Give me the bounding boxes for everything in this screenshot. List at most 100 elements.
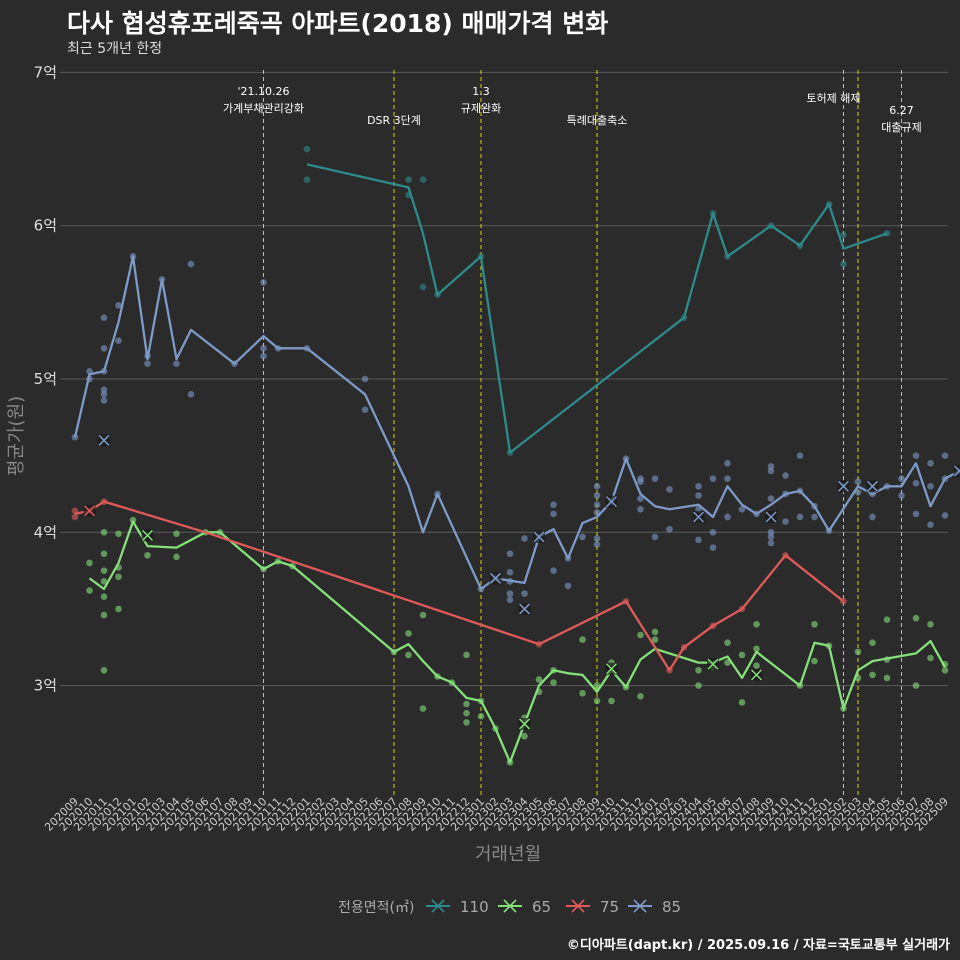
data-point-85 — [260, 345, 267, 352]
data-point-85 — [912, 510, 920, 518]
data-point-85 — [709, 529, 717, 536]
data-point-65 — [941, 666, 949, 674]
x-axis-ticks: 2020092020102020112020122021012021022021… — [42, 795, 951, 834]
data-point-110 — [419, 176, 427, 184]
data-point-85 — [637, 478, 644, 486]
data-point-65 — [651, 628, 659, 636]
data-point-85 — [854, 478, 862, 486]
data-point-85 — [695, 483, 702, 490]
data-point-65 — [724, 639, 731, 646]
data-point-65 — [695, 682, 702, 689]
data-point-85 — [927, 460, 934, 467]
legend-title: 전용면적(㎡) — [338, 900, 414, 916]
data-point-110 — [405, 176, 412, 184]
cross-marker-85 — [98, 434, 110, 446]
series-line-110 — [306, 163, 888, 454]
data-point-85 — [782, 518, 789, 525]
data-point-65 — [753, 662, 760, 669]
data-point-85 — [651, 533, 659, 541]
chart-subtitle: 최근 5개년 한정 — [67, 41, 163, 57]
data-point-85 — [361, 375, 369, 383]
policy-annotation: 규제완화 — [461, 102, 501, 115]
data-point-85 — [144, 360, 151, 367]
transaction-points — [71, 145, 960, 766]
legend-key-cross — [571, 899, 585, 913]
data-point-85 — [593, 483, 601, 490]
data-point-85 — [637, 506, 644, 513]
legend-label-75: 75 — [600, 898, 619, 916]
data-point-65 — [173, 553, 180, 561]
data-point-65 — [695, 666, 702, 674]
gridlines — [60, 71, 948, 687]
legend-label-110: 110 — [460, 898, 489, 916]
data-point-85 — [767, 539, 775, 547]
data-point-65 — [854, 648, 862, 656]
data-point-65 — [535, 676, 543, 683]
data-point-85 — [100, 314, 108, 321]
data-point-110 — [840, 231, 847, 239]
cross-marker-65 — [141, 529, 154, 541]
data-point-110 — [303, 145, 311, 153]
legend-key-cross — [633, 899, 647, 913]
data-point-65 — [521, 732, 528, 740]
data-point-85 — [941, 452, 949, 459]
y-tick-label: 6억 — [34, 217, 57, 235]
data-point-65 — [463, 709, 470, 717]
data-point-85 — [767, 467, 775, 475]
cross-marker-85 — [692, 511, 705, 523]
data-point-85 — [521, 590, 528, 597]
data-point-85 — [912, 479, 920, 487]
data-point-85 — [100, 386, 108, 394]
data-point-65 — [86, 587, 93, 594]
cross-markers — [83, 434, 960, 730]
data-point-85 — [767, 529, 775, 536]
cross-marker-65 — [750, 669, 763, 681]
y-axis-ticks: 3억 4억 5억 6억 7억 — [34, 63, 57, 694]
data-point-85 — [173, 360, 180, 367]
data-point-85 — [593, 492, 601, 499]
data-point-85 — [724, 475, 731, 482]
data-point-85 — [666, 525, 673, 533]
cross-marker-85 — [489, 572, 502, 584]
data-point-65 — [912, 682, 920, 689]
cross-marker-85 — [605, 496, 618, 508]
data-point-65 — [869, 671, 876, 679]
data-point-65 — [463, 651, 470, 659]
data-point-85 — [666, 486, 673, 493]
data-point-110 — [840, 260, 847, 268]
data-point-85 — [550, 501, 557, 509]
data-point-65 — [753, 620, 760, 628]
data-point-85 — [187, 260, 195, 268]
data-point-85 — [724, 460, 731, 467]
data-point-65 — [912, 614, 920, 622]
data-point-85 — [767, 533, 775, 541]
data-point-85 — [724, 513, 731, 521]
data-point-75 — [71, 513, 79, 521]
data-point-85 — [260, 279, 267, 286]
data-point-85 — [796, 452, 804, 459]
data-point-85 — [100, 345, 108, 352]
data-point-85 — [695, 492, 702, 499]
cross-marker-85 — [518, 603, 531, 615]
data-point-65 — [405, 651, 412, 659]
data-point-65 — [405, 630, 412, 637]
data-point-85 — [550, 567, 557, 574]
data-point-65 — [115, 573, 122, 581]
data-point-65 — [463, 719, 470, 726]
data-point-65 — [579, 689, 586, 697]
data-point-85 — [115, 337, 122, 344]
data-point-85 — [767, 463, 775, 470]
policy-annotation: 가계부채관리강화 — [223, 102, 304, 115]
policy-annotation: 토허제 해제 — [806, 91, 860, 105]
data-point-65 — [738, 699, 746, 706]
data-point-65 — [115, 605, 122, 613]
data-point-85 — [506, 550, 514, 558]
x-axis-title: 거래년월 — [475, 844, 541, 865]
data-point-110 — [303, 176, 311, 184]
data-point-65 — [100, 567, 108, 574]
data-point-65 — [608, 697, 615, 705]
data-point-65 — [869, 639, 876, 646]
data-point-65 — [86, 559, 93, 567]
data-point-65 — [637, 693, 644, 700]
